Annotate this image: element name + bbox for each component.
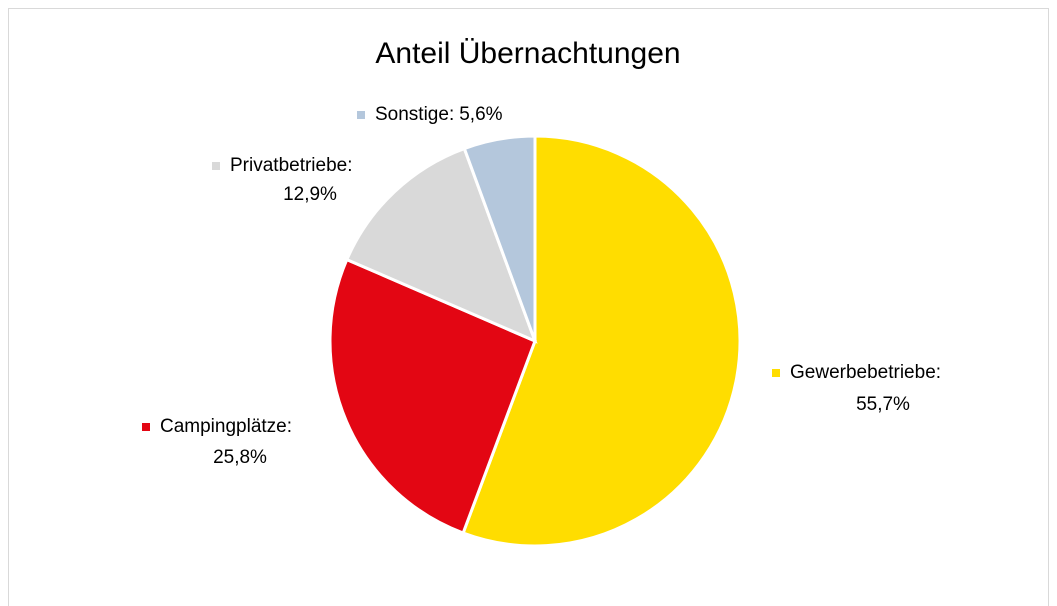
category-label: Privatbetriebe: bbox=[230, 155, 353, 176]
pie-slice bbox=[461, 134, 742, 548]
pie-slice bbox=[344, 146, 538, 344]
pie-slice bbox=[462, 134, 537, 342]
value-label: 12,9% bbox=[283, 184, 337, 205]
legend-swatch bbox=[212, 162, 220, 170]
legend-swatch bbox=[772, 369, 780, 377]
value-label: 55,7% bbox=[856, 394, 910, 415]
value-label: 25,8% bbox=[213, 447, 267, 468]
pie-slice bbox=[328, 257, 537, 535]
legend-swatch bbox=[357, 111, 365, 119]
chart-title: Anteil Übernachtungen bbox=[375, 37, 680, 70]
legend-swatch bbox=[142, 423, 150, 431]
category-label: Campingplätze: bbox=[160, 416, 292, 437]
value-label: 5,6% bbox=[459, 104, 502, 125]
category-label: Gewerbebetriebe: bbox=[790, 362, 941, 383]
category-label: Sonstige: bbox=[375, 104, 454, 125]
